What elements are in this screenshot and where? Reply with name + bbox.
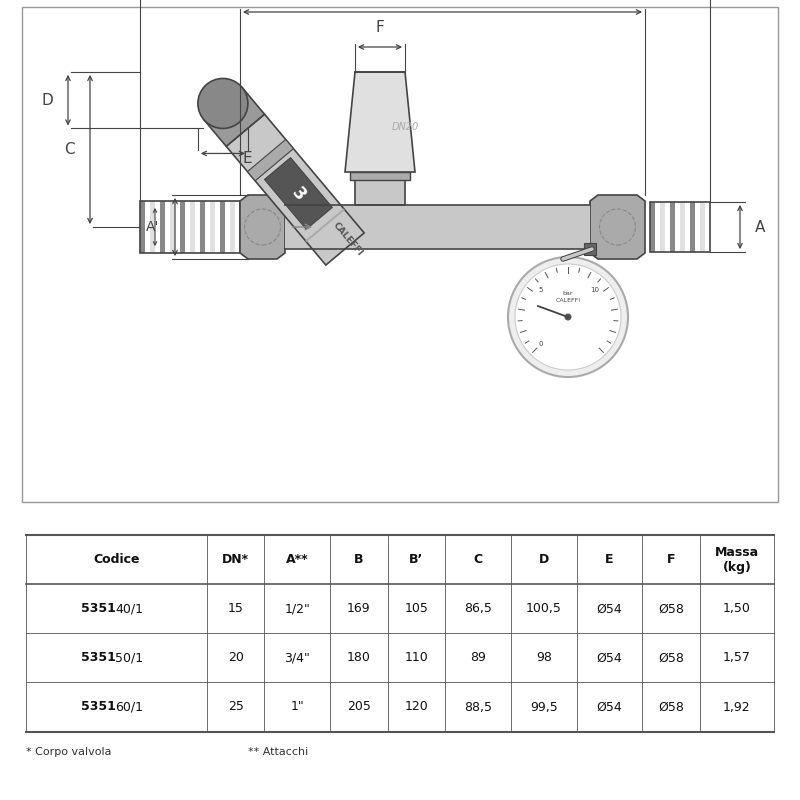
Text: D: D bbox=[538, 553, 549, 566]
Text: 1,50: 1,50 bbox=[723, 602, 751, 615]
Circle shape bbox=[198, 78, 248, 129]
Bar bbox=[350, 172, 410, 180]
Text: C: C bbox=[474, 553, 482, 566]
Text: 98: 98 bbox=[536, 651, 552, 664]
Text: 5351: 5351 bbox=[81, 701, 115, 714]
Text: A: A bbox=[755, 219, 766, 234]
FancyBboxPatch shape bbox=[22, 7, 778, 502]
Polygon shape bbox=[204, 87, 265, 146]
Text: 110: 110 bbox=[405, 651, 428, 664]
Text: 25: 25 bbox=[228, 701, 243, 714]
Text: 20: 20 bbox=[228, 651, 243, 664]
Bar bbox=[670, 202, 675, 252]
Bar bbox=[230, 201, 235, 253]
Text: 5: 5 bbox=[539, 287, 543, 293]
Text: 60/1: 60/1 bbox=[115, 701, 143, 714]
Polygon shape bbox=[590, 195, 645, 259]
Text: bar: bar bbox=[562, 291, 574, 296]
Text: 180: 180 bbox=[347, 651, 371, 664]
Text: C: C bbox=[64, 142, 75, 157]
Text: 5351: 5351 bbox=[81, 651, 115, 664]
Bar bbox=[355, 180, 405, 205]
Text: B: B bbox=[354, 553, 364, 566]
Text: 88,5: 88,5 bbox=[464, 701, 492, 714]
Text: 1/2": 1/2" bbox=[284, 602, 310, 615]
Bar bbox=[160, 201, 165, 253]
Text: Ø54: Ø54 bbox=[597, 701, 622, 714]
Text: E: E bbox=[243, 151, 253, 166]
Text: ** Attacchi: ** Attacchi bbox=[249, 746, 309, 757]
Text: E: E bbox=[606, 553, 614, 566]
Bar bbox=[180, 201, 185, 253]
Bar bbox=[660, 202, 665, 252]
Text: Massa
(kg): Massa (kg) bbox=[715, 546, 759, 574]
Text: Ø58: Ø58 bbox=[658, 651, 684, 664]
Text: Ø58: Ø58 bbox=[658, 701, 684, 714]
Text: 86,5: 86,5 bbox=[464, 602, 492, 615]
Text: DN20: DN20 bbox=[392, 122, 419, 132]
Text: DN*: DN* bbox=[222, 553, 250, 566]
Bar bbox=[220, 201, 225, 253]
Bar bbox=[285, 205, 590, 249]
Bar bbox=[650, 202, 710, 252]
Text: 15: 15 bbox=[228, 602, 243, 615]
Bar bbox=[584, 243, 596, 255]
Text: Ø54: Ø54 bbox=[597, 651, 622, 664]
Bar bbox=[200, 201, 205, 253]
Text: 10: 10 bbox=[590, 287, 599, 293]
Bar bbox=[190, 201, 195, 253]
Text: * Corpo valvola: * Corpo valvola bbox=[26, 746, 112, 757]
Bar bbox=[150, 201, 155, 253]
Text: 1": 1" bbox=[290, 701, 304, 714]
Text: 89: 89 bbox=[470, 651, 486, 664]
Circle shape bbox=[515, 264, 621, 370]
Text: 1,57: 1,57 bbox=[723, 651, 751, 664]
Text: B’: B’ bbox=[410, 553, 423, 566]
Text: 105: 105 bbox=[405, 602, 428, 615]
Bar bbox=[650, 202, 655, 252]
Text: A': A' bbox=[146, 220, 159, 234]
Text: D: D bbox=[42, 93, 53, 108]
Text: 99,5: 99,5 bbox=[530, 701, 558, 714]
Polygon shape bbox=[247, 139, 294, 181]
Text: A**: A** bbox=[286, 553, 309, 566]
Circle shape bbox=[565, 314, 571, 321]
Circle shape bbox=[508, 257, 628, 377]
Polygon shape bbox=[306, 209, 345, 242]
Bar bbox=[210, 201, 215, 253]
Text: 40/1: 40/1 bbox=[115, 602, 143, 615]
Bar bbox=[140, 201, 240, 253]
Text: Ø54: Ø54 bbox=[597, 602, 622, 615]
Text: CALEFFI: CALEFFI bbox=[330, 220, 364, 258]
Text: 100,5: 100,5 bbox=[526, 602, 562, 615]
Text: F: F bbox=[376, 20, 384, 35]
Text: 5351: 5351 bbox=[81, 602, 115, 615]
Bar bbox=[170, 201, 175, 253]
Text: 120: 120 bbox=[405, 701, 428, 714]
Text: 50/1: 50/1 bbox=[115, 651, 144, 664]
Text: Ø58: Ø58 bbox=[658, 602, 684, 615]
Text: 169: 169 bbox=[347, 602, 370, 615]
Text: Codice: Codice bbox=[94, 553, 140, 566]
Bar bbox=[680, 202, 685, 252]
Text: 0: 0 bbox=[539, 341, 543, 347]
Text: 3: 3 bbox=[288, 184, 310, 204]
Bar bbox=[700, 202, 705, 252]
Text: 205: 205 bbox=[347, 701, 371, 714]
Text: 1,92: 1,92 bbox=[723, 701, 750, 714]
Polygon shape bbox=[265, 158, 332, 230]
Text: CALEFFI: CALEFFI bbox=[555, 298, 581, 303]
Polygon shape bbox=[240, 195, 285, 259]
Bar bbox=[690, 202, 695, 252]
Bar bbox=[140, 201, 145, 253]
Polygon shape bbox=[226, 114, 364, 265]
Polygon shape bbox=[345, 72, 415, 172]
Text: 3/4": 3/4" bbox=[284, 651, 310, 664]
Text: F: F bbox=[667, 553, 675, 566]
